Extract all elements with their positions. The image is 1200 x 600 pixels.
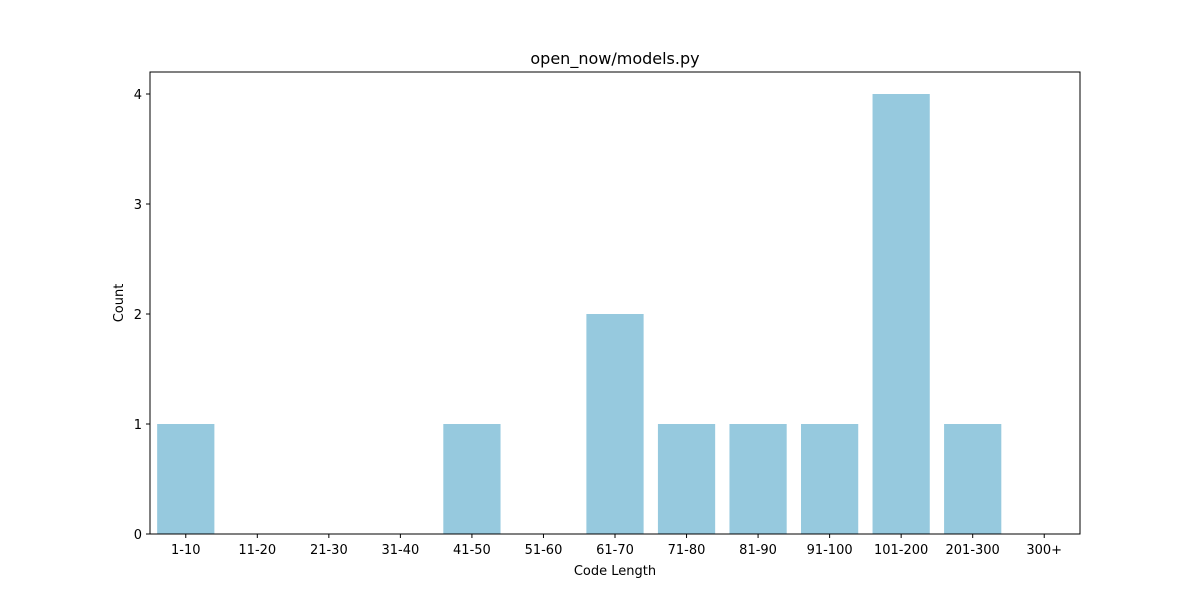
bar-1-10	[157, 424, 215, 534]
x-tick-label: 91-100	[807, 543, 853, 558]
y-tick-label: 4	[134, 88, 142, 103]
x-tick-label: 11-20	[238, 543, 276, 558]
x-tick-label: 51-60	[525, 543, 563, 558]
x-tick-label: 101-200	[874, 543, 928, 558]
x-tick-label: 201-300	[946, 543, 1000, 558]
plot-frame	[149, 71, 1081, 535]
x-tick-label: 41-50	[453, 543, 491, 558]
x-tick-label: 71-80	[668, 543, 706, 558]
bar-61-70	[586, 314, 644, 534]
x-axis-label: Code Length	[574, 564, 656, 579]
x-tick-label: 31-40	[381, 543, 419, 558]
x-tick-label: 61-70	[596, 543, 634, 558]
x-tick-label: 21-30	[310, 543, 348, 558]
y-tick-label: 3	[134, 198, 142, 213]
chart-title: open_now/models.py	[530, 49, 699, 69]
bar-71-80	[657, 424, 716, 534]
bar-91-100	[801, 424, 859, 534]
x-axis: 1-10 11-20 21-30 31-40 41-50 51-60 61-70 71-80 8…	[171, 534, 1062, 558]
y-axis: 0 1 2 3 4	[134, 88, 150, 543]
y-tick-label: 1	[134, 418, 142, 433]
y-tick-label: 2	[134, 308, 142, 323]
y-tick-label: 0	[134, 528, 142, 543]
x-tick-label: 81-90	[739, 543, 777, 558]
x-tick-label: 1-10	[171, 543, 201, 558]
y-axis-label: Count	[112, 284, 127, 323]
bar-81-90	[729, 424, 787, 534]
bar-101-200	[872, 94, 930, 534]
bars-group	[157, 94, 1002, 534]
bar-201-300	[944, 424, 1002, 534]
x-tick-label: 300+	[1026, 543, 1062, 558]
bar-41-50	[443, 424, 501, 534]
